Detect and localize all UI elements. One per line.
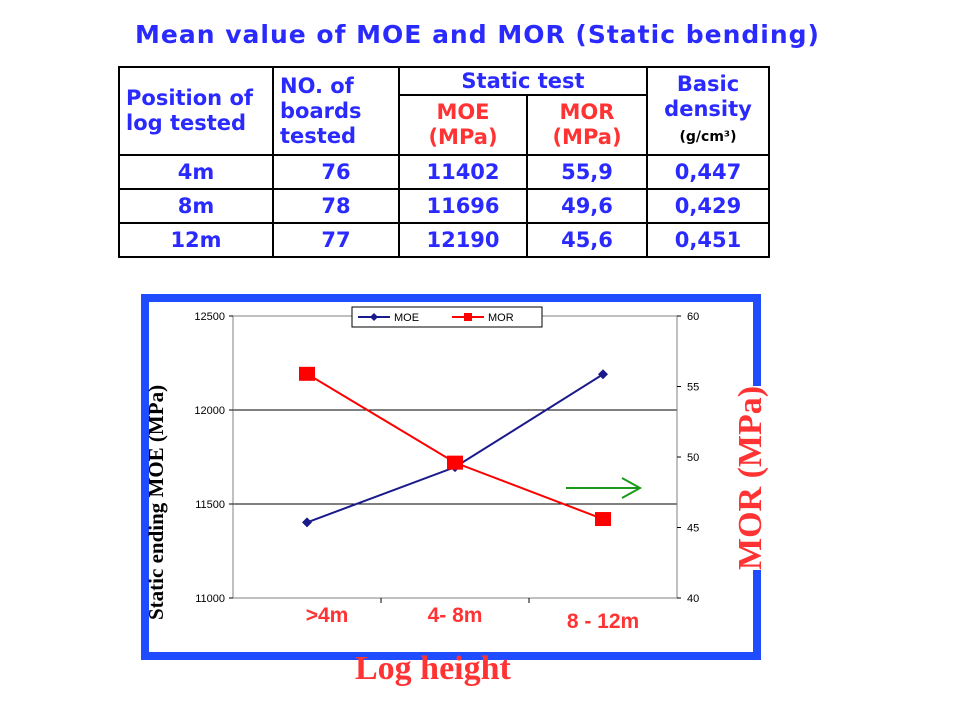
x-axis-title: Log height: [355, 650, 511, 687]
header-boards-line2: boards: [280, 98, 362, 123]
table-row: 12m 77 12190 45,6 0,451: [118, 222, 770, 258]
results-table-wrapper: Position of log tested NO. of boards tes…: [118, 66, 770, 258]
slide-title: Mean value of MOE and MOR (Static bendin…: [135, 20, 820, 49]
header-density-unit: (g/cm³): [679, 129, 737, 145]
header-boards: NO. of boards tested: [272, 66, 400, 156]
table-row: 4m 76 11402 55,9 0,447: [118, 154, 770, 190]
cell-moe: 12190: [398, 222, 528, 258]
cell-boards: 77: [272, 222, 400, 258]
cell-mor: 49,6: [526, 188, 648, 224]
header-boards-line1: NO. of: [280, 73, 354, 98]
header-position-line2: log tested: [126, 111, 247, 135]
header-moe-line1: MOE: [436, 100, 490, 124]
header-mor-line2: (MPa): [552, 125, 622, 149]
results-table: Position of log tested NO. of boards tes…: [118, 66, 770, 258]
header-mor-line1: MOR: [559, 100, 615, 124]
cell-position: 4m: [118, 154, 274, 190]
header-density: Basic density (g/cm³): [646, 66, 770, 156]
cell-density: 0,447: [646, 154, 770, 190]
header-position-line1: Position of: [126, 86, 254, 110]
cell-density: 0,451: [646, 222, 770, 258]
right-axis-title: MOR (MPa): [732, 385, 770, 570]
left-axis-title: Static ending MOE (MPa): [144, 384, 168, 620]
cell-boards: 78: [272, 188, 400, 224]
header-mor: MOR (MPa): [526, 94, 648, 156]
header-moe: MOE (MPa): [398, 94, 528, 156]
header-boards-line3: tested: [280, 123, 357, 148]
cell-position: 8m: [118, 188, 274, 224]
header-moe-line2: (MPa): [428, 125, 498, 149]
header-density-line2: density: [664, 97, 752, 121]
cell-mor: 55,9: [526, 154, 648, 190]
header-density-line1: Basic: [676, 72, 740, 96]
table-row: 8m 78 11696 49,6 0,429: [118, 188, 770, 224]
cell-position: 12m: [118, 222, 274, 258]
cell-density: 0,429: [646, 188, 770, 224]
cell-mor: 45,6: [526, 222, 648, 258]
header-position: Position of log tested: [118, 66, 274, 156]
cell-moe: 11402: [398, 154, 528, 190]
header-static-test: Static test: [398, 66, 648, 96]
cell-boards: 76: [272, 154, 400, 190]
chart-frame: [141, 294, 761, 660]
cell-moe: 11696: [398, 188, 528, 224]
